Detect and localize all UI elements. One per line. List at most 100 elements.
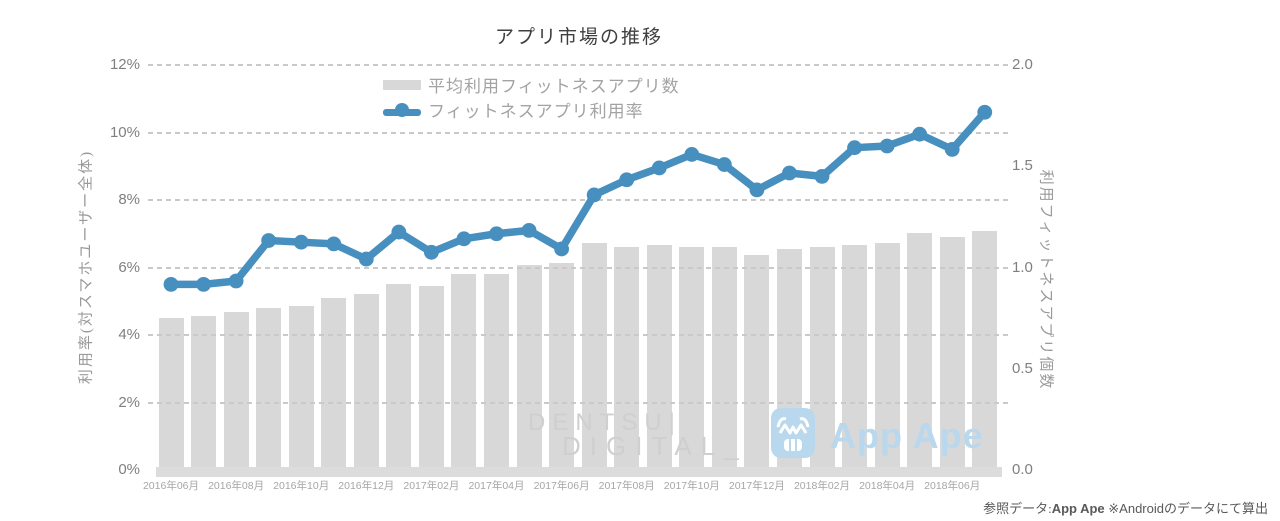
line-point <box>684 147 700 162</box>
x-tick-label: 2018年02月 <box>793 480 851 492</box>
line-point <box>489 226 504 242</box>
line-point <box>847 140 862 156</box>
gridline <box>148 266 1010 269</box>
bar <box>353 293 379 470</box>
legend-item-line: フィットネスアプリ利用率 <box>383 97 680 122</box>
legend-item-bars: 平均利用フィットネスアプリ数 <box>383 72 680 97</box>
line-point <box>944 141 960 157</box>
line-point <box>261 233 277 248</box>
y-tick-label-left: 8% <box>118 191 140 208</box>
x-tick-label: 2018年06月 <box>924 480 981 492</box>
y-tick-label-right: 2.0 <box>1012 56 1033 73</box>
x-tick-label: 2018年04月 <box>859 480 916 492</box>
bar <box>842 245 868 470</box>
y-tick-label-right: 0.0 <box>1012 461 1033 478</box>
appape-watermark-text: App Ape <box>830 415 984 456</box>
y-tick-label-left: 2% <box>118 393 140 411</box>
x-tick-label: 2016年10月 <box>273 480 330 492</box>
line-point <box>358 251 374 267</box>
source-note-suffix: のデータにて算出 <box>1163 501 1268 516</box>
x-tick-label: 2017年02月 <box>403 480 460 492</box>
y-tick-label-right: 1.0 <box>1012 258 1033 276</box>
line-point <box>521 222 537 238</box>
bar <box>288 305 314 470</box>
gridline <box>148 64 1010 66</box>
bar <box>711 247 737 470</box>
bar <box>907 233 933 470</box>
x-tick-label: 2017年12月 <box>728 480 785 492</box>
y-tick-label-left: 4% <box>118 326 140 343</box>
bar <box>549 263 575 470</box>
source-note: 参照データ:App Ape ※Androidのデータにて算出 <box>983 498 1268 517</box>
line-point <box>977 104 993 120</box>
legend-label-bars: 平均利用フィットネスアプリ数 <box>428 77 680 96</box>
line-point <box>163 276 179 292</box>
line-point <box>293 234 309 250</box>
bar <box>158 318 184 470</box>
y-tick-label-left: 10% <box>109 123 140 141</box>
gridline <box>148 334 1010 336</box>
line-point <box>586 187 602 203</box>
y-tick-label-right: 1.5 <box>1012 157 1033 175</box>
bar <box>223 312 249 470</box>
line-point <box>814 168 830 184</box>
line-point <box>619 172 635 188</box>
x-tick-label: 2017年04月 <box>468 480 525 492</box>
x-tick-label: 2016年08月 <box>208 480 265 492</box>
line-point <box>456 231 472 247</box>
line-point <box>651 160 667 176</box>
line-point <box>326 236 342 252</box>
line-point <box>782 165 797 181</box>
bar <box>484 273 509 470</box>
line-point <box>749 182 765 198</box>
x-tick-label: 2017年10月 <box>663 480 720 492</box>
gridline <box>148 401 1010 404</box>
source-note-prefix: 参照データ: <box>983 501 1052 516</box>
appape-watermark: App Ape <box>770 407 984 459</box>
x-tick-label: 2016年06月 <box>142 480 200 492</box>
bar <box>939 237 965 470</box>
bar <box>418 285 444 470</box>
line-point <box>912 126 928 142</box>
bar <box>581 243 607 470</box>
appape-logo-icon <box>771 408 815 458</box>
line-point <box>424 244 439 260</box>
source-note-android: ※Android <box>1104 501 1164 516</box>
usage-rate-line <box>163 104 993 292</box>
bar <box>516 265 542 470</box>
y-tick-label-left: 0% <box>118 461 140 478</box>
bar <box>679 247 705 470</box>
x-tick-label: 2016年12月 <box>338 480 395 492</box>
source-note-brand: App Ape <box>1051 501 1105 516</box>
bar <box>646 245 672 470</box>
line-point <box>879 138 895 154</box>
right-axis-title: 利用フィットネスアプリ個数 <box>1037 169 1054 391</box>
legend-label-line: フィットネスアプリ利用率 <box>428 102 644 121</box>
bar <box>744 255 770 470</box>
legend: 平均利用フィットネスアプリ数 フィットネスアプリ利用率 <box>383 72 680 122</box>
bar <box>874 243 900 470</box>
bar <box>451 273 477 470</box>
line-point <box>228 273 244 289</box>
line-point <box>554 241 569 257</box>
gridline <box>148 131 1010 134</box>
bar-series-swatch <box>383 79 421 90</box>
line-point <box>196 276 211 292</box>
y-tick-label-right: 0.5 <box>1012 359 1033 377</box>
y-tick-label-left: 12% <box>109 56 140 73</box>
chart-title: アプリ市場の推移 <box>494 27 663 48</box>
line-point <box>391 224 407 240</box>
dentsu-watermark-line1: DENTSU| <box>528 409 682 436</box>
y-tick-label-left: 6% <box>118 258 140 276</box>
x-tick-label: 2017年08月 <box>598 480 655 492</box>
bar <box>614 247 640 470</box>
gridline <box>148 199 1010 201</box>
bar <box>321 297 347 470</box>
bar <box>386 283 412 470</box>
x-tick-label: 2017年06月 <box>533 480 590 492</box>
line-series-swatch <box>383 101 421 119</box>
x-axis-baseline <box>156 467 1002 477</box>
bar <box>191 316 217 470</box>
line-point <box>716 157 732 172</box>
